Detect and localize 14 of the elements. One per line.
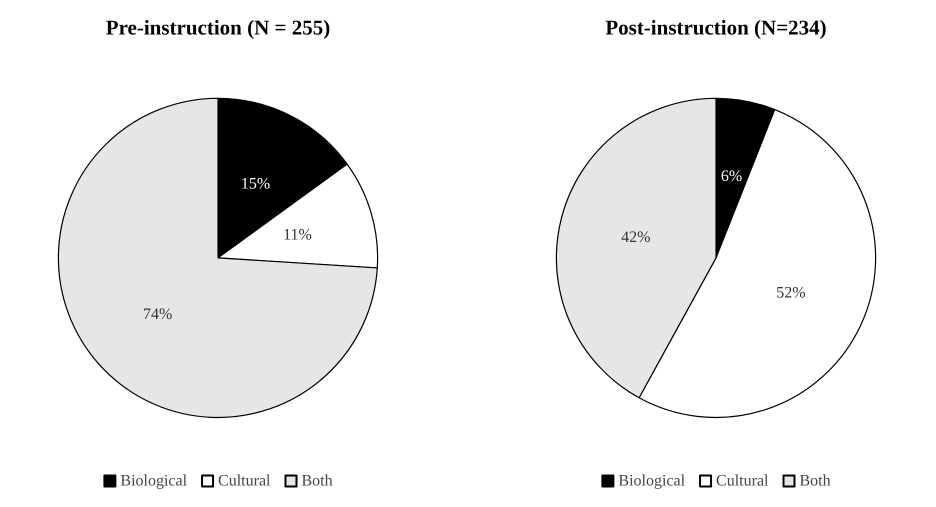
chart-title: Post-instruction (N=234)	[605, 16, 827, 40]
legend-label: Cultural	[716, 472, 770, 490]
legend-label: Biological	[120, 472, 188, 490]
chart-title: Pre-instruction (N = 255)	[106, 16, 330, 40]
data-label: 6%	[720, 168, 742, 186]
data-label: 15%	[240, 176, 270, 193]
data-label: 11%	[283, 226, 312, 244]
data-label: 52%	[776, 284, 806, 302]
data-label: 74%	[142, 306, 172, 324]
legend-label: Biological	[618, 472, 686, 490]
data-label: 42%	[621, 228, 650, 246]
legend-label: Both	[301, 472, 333, 490]
legend-label: Both	[799, 472, 831, 490]
legend-label: Cultural	[218, 472, 272, 490]
